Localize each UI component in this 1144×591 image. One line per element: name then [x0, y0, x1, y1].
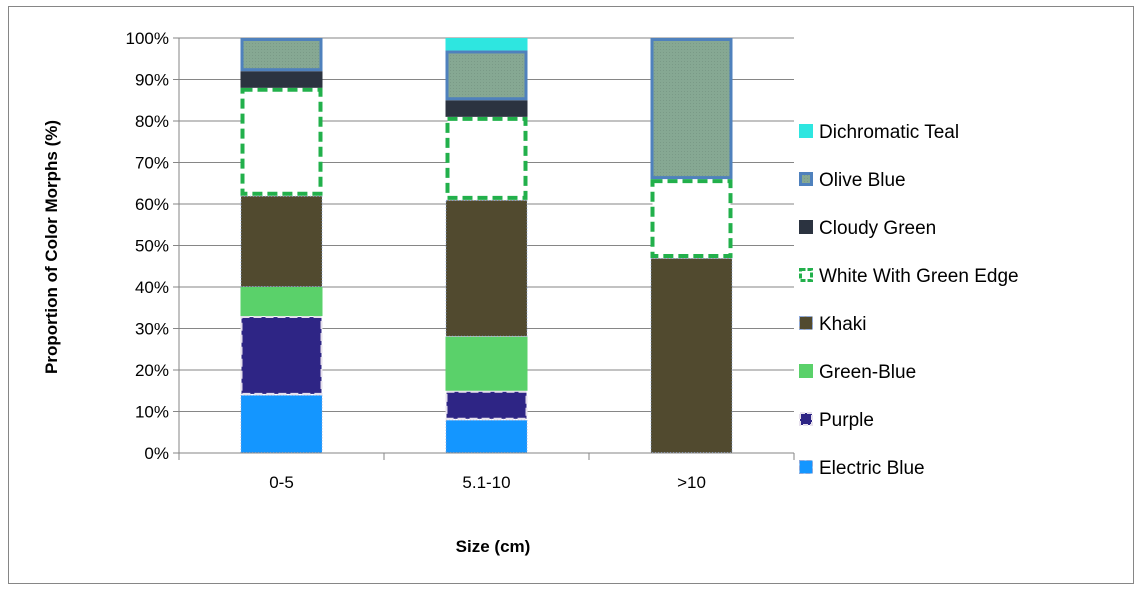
x-tick-label: 5.1-10 [462, 473, 510, 492]
legend-label: Dichromatic Teal [819, 122, 959, 143]
y-tick-label: 20% [135, 361, 169, 380]
y-tick-label: 0% [144, 444, 169, 463]
bar-segment-khaki [650, 257, 733, 453]
y-tick-label: 70% [135, 154, 169, 173]
legend-label: Purple [819, 410, 874, 431]
bar-segment-purple [445, 390, 528, 420]
y-tick-label: 30% [135, 320, 169, 339]
bar-segment-olive-blue [650, 38, 733, 180]
legend-swatch [799, 220, 813, 234]
stacked-bar-chart: 0% 10% 20% 30% 40% 50% 60% 70% 80% 90% 100% 0-5 5.1-… [42, 29, 1019, 556]
x-tick-label: >10 [677, 473, 706, 492]
legend-item-khaki: Khaki [799, 314, 867, 335]
bar-segment-dichromatic-teal [445, 38, 528, 51]
legend-swatch [799, 412, 813, 426]
legend-swatch [799, 460, 813, 474]
x-tick-label: 0-5 [269, 473, 294, 492]
bars [240, 38, 733, 453]
legend-item-cloudy-green: Cloudy Green [799, 218, 936, 239]
bar-segment-purple [240, 316, 323, 395]
y-tick-label: 10% [135, 403, 169, 422]
y-tick-label: 40% [135, 278, 169, 297]
y-tick-label: 100% [126, 29, 169, 48]
legend-label: Green-Blue [819, 362, 916, 383]
axes: 0% 10% 20% 30% 40% 50% 60% 70% 80% 90% 100% 0-5 5.1-… [126, 29, 795, 492]
legend-item-electric-blue: Electric Blue [799, 458, 925, 479]
legend-label: Khaki [819, 314, 867, 335]
bar-segment-white-with-green-edge [445, 116, 528, 200]
legend-item-purple: Purple [799, 410, 874, 431]
legend-label: Cloudy Green [819, 218, 936, 239]
legend-label: White With Green Edge [819, 266, 1019, 287]
y-tick-label: 90% [135, 71, 169, 90]
bar-segment-white-with-green-edge [240, 87, 323, 196]
bar-segment-cloudy-green [445, 100, 528, 117]
y-tick-label: 60% [135, 195, 169, 214]
bar-segment-olive-blue [445, 50, 528, 101]
chart-frame: 0% 10% 20% 30% 40% 50% 60% 70% 80% 90% 100% 0-5 5.1-… [8, 6, 1134, 584]
legend-swatch [799, 316, 813, 330]
bar-segment-electric-blue [240, 394, 323, 453]
legend-swatch [799, 268, 813, 282]
y-axis-title: Proportion of Color Morphs (%) [42, 120, 61, 374]
bar-segment-green-blue [445, 336, 528, 391]
bar-segment-electric-blue [445, 419, 528, 453]
bar-segment-white-with-green-edge [650, 179, 733, 258]
legend-swatch [799, 172, 813, 186]
legend-swatch [799, 124, 813, 138]
bar-segment-green-blue [240, 287, 323, 317]
y-tick-label: 80% [135, 112, 169, 131]
y-tick-label: 50% [135, 237, 169, 256]
bar-segment-olive-blue [240, 38, 323, 72]
legend-label: Olive Blue [819, 170, 906, 191]
legend-item-dichromatic-teal: Dichromatic Teal [799, 122, 959, 143]
bar-segment-khaki [445, 199, 528, 337]
legend-item-white-with-green-edge: White With Green Edge [799, 266, 1019, 287]
legend-item-olive-blue: Olive Blue [799, 170, 906, 191]
legend-label: Electric Blue [819, 458, 925, 479]
bar-segment-cloudy-green [240, 71, 323, 88]
legend-swatch [799, 364, 813, 378]
bar-segment-khaki [240, 195, 323, 287]
x-axis-title: Size (cm) [456, 537, 531, 556]
legend-item-green-blue: Green-Blue [799, 362, 916, 383]
legend: Dichromatic Teal Olive Blue Cloudy Green Wh… [799, 122, 1019, 479]
